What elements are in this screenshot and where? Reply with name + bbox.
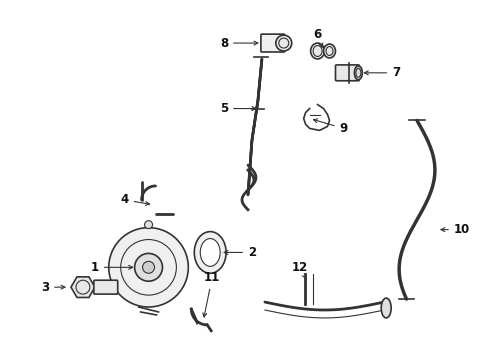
- Circle shape: [109, 228, 188, 307]
- Circle shape: [145, 221, 152, 229]
- Text: 2: 2: [224, 246, 256, 259]
- Circle shape: [143, 261, 154, 273]
- Text: 4: 4: [121, 193, 149, 206]
- Text: 5: 5: [220, 102, 256, 115]
- Polygon shape: [71, 277, 95, 297]
- FancyBboxPatch shape: [336, 65, 359, 81]
- Ellipse shape: [381, 298, 391, 318]
- FancyBboxPatch shape: [261, 34, 285, 52]
- FancyBboxPatch shape: [94, 280, 118, 294]
- Ellipse shape: [195, 231, 226, 273]
- Ellipse shape: [200, 239, 220, 266]
- Circle shape: [135, 253, 163, 281]
- Text: 9: 9: [314, 119, 348, 135]
- Text: 11: 11: [203, 271, 220, 317]
- Ellipse shape: [354, 66, 362, 80]
- Text: 7: 7: [365, 66, 400, 79]
- Ellipse shape: [323, 44, 336, 58]
- Ellipse shape: [311, 43, 324, 59]
- Text: 10: 10: [441, 223, 470, 236]
- Text: 12: 12: [292, 261, 308, 279]
- Text: 8: 8: [220, 37, 258, 50]
- Circle shape: [276, 35, 292, 51]
- Text: 1: 1: [91, 261, 133, 274]
- Text: 3: 3: [41, 281, 65, 294]
- Text: 6: 6: [314, 28, 323, 47]
